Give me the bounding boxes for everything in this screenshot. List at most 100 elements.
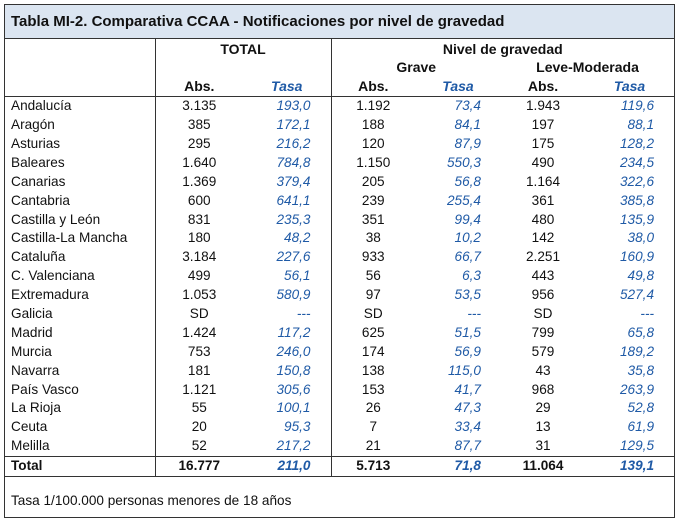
total-tasa-cell: 641,1 [243,191,332,211]
region-name-cell: Canarias [5,172,156,192]
leve-abs-cell: 31 [535,438,551,454]
total-abs-cell: 181 [187,362,211,378]
header-grave: Grave [396,59,437,76]
table-row: Ceuta 20 95,3 7 33,4 13 61,9 [5,417,674,437]
total-abs-cell: 52 [191,438,207,454]
header-total: TOTAL [155,39,332,58]
grave-tasa-cell: 73,4 [454,98,481,114]
grave-abs-cell: SD [363,306,383,322]
table-row: Melilla 52 217,2 21 87,7 31 129,5 [5,436,674,457]
leve-tasa-cell: 160,9 [619,249,655,265]
header-grave-tasa: Tasa [415,76,501,97]
total-tasa-cell: 379,4 [243,172,332,192]
region-name-cell: Andalucía [5,96,156,116]
total-abs-cell: SD [189,306,209,322]
leve-tasa-cell: 234,5 [619,154,655,170]
grave-abs-cell: 351 [361,211,385,227]
total-abs-cell: 295 [187,136,211,151]
region-name-cell: Navarra [5,361,156,381]
grave-tasa-cell: 115,0 [447,362,481,378]
grave-abs-cell: 38 [365,230,381,246]
grave-abs-cell: 21 [365,438,381,454]
grave-tasa-cell: 47,3 [454,400,481,416]
total-tasa-cell: 95,3 [243,417,332,437]
table-row: Madrid 1.424 117,2 625 51,5 799 65,8 [5,323,674,343]
header-row-2: Grave Leve-Moderada [5,58,674,77]
grave-tasa-cell: --- [467,306,481,322]
total-grave-tasa-cell: 71,8 [415,455,501,477]
total-abs-cell: 180 [187,230,211,246]
leve-tasa-cell: 49,8 [627,268,655,284]
header-total-tasa: Tasa [243,76,332,97]
region-name-cell: La Rioja [5,399,156,418]
total-leve-tasa-cell: 139,1 [585,455,675,477]
region-name-cell: Baleares [5,153,156,173]
leve-abs-cell: 799 [531,324,555,340]
table-row: Murcia 753 246,0 174 56,9 579 189,2 [5,342,674,362]
grave-tasa-cell: 6,3 [462,268,481,284]
grave-tasa-cell: 550,3 [446,154,481,170]
table-row: Extremadura 1.053 580,9 97 53,5 956 527,4 [5,285,674,305]
table-row: La Rioja 55 100,1 26 47,3 29 52,8 [5,399,674,418]
grave-abs-cell: 7 [369,419,378,435]
total-tasa-cell: 48,2 [243,229,332,248]
header-leve: Leve-Moderada [536,59,639,76]
total-tasa-cell: 217,2 [243,436,332,457]
total-abs-cell: 1.369 [182,173,217,189]
grave-tasa-cell: 56,8 [454,173,481,189]
leve-abs-cell: 579 [531,343,555,359]
total-tasa-cell: --- [243,304,332,324]
grave-abs-cell: 188 [361,117,385,133]
leve-abs-cell: SD [533,306,553,322]
grave-tasa-cell: 87,7 [454,438,481,454]
grave-abs-cell: 933 [361,249,385,265]
table-row: Asturias 295 216,2 120 87,9 175 128,2 [5,134,674,154]
total-row: Total 16.777 211,0 5.713 71,8 11.064 139,1 [5,455,675,477]
leve-tasa-cell: 38,0 [627,230,655,246]
header-leve-tasa: Tasa [585,76,675,97]
leve-tasa-cell: 129,5 [619,438,655,454]
grave-abs-cell: 153 [361,381,385,397]
total-abs-cell: 499 [187,268,211,284]
total-tasa-cell: 235,3 [243,210,332,230]
grave-tasa-cell: 10,2 [454,230,481,246]
total-tasa-cell: 580,9 [243,285,332,305]
table-row: Aragón 385 172,1 188 84,1 197 88,1 [5,115,674,135]
total-abs-cell: 3.184 [182,249,217,265]
total-total-abs-cell: 16.777 [155,455,243,477]
header-grave-abs: Abs. [331,76,415,97]
leve-tasa-cell: 52,8 [627,400,655,416]
grave-abs-cell: 1.192 [356,98,391,114]
header-empty [5,39,156,58]
leve-tasa-cell: 263,9 [619,381,655,397]
region-name-cell: C. Valenciana [5,266,156,286]
grave-tasa-cell: 53,5 [454,287,481,303]
header-leve-abs: Abs. [501,76,585,97]
leve-abs-cell: 13 [535,419,551,435]
total-tasa-cell: 172,1 [243,115,332,135]
grave-tasa-cell: 99,4 [454,211,481,227]
region-name-cell: Madrid [5,323,156,343]
grave-tasa-cell: 56,9 [454,343,481,359]
total-abs-cell: 1.640 [182,154,217,170]
region-name-cell: Galicia [5,304,156,324]
leve-tasa-cell: 527,4 [619,287,655,303]
header-empty [5,58,156,77]
total-tasa-cell: 100,1 [243,399,332,418]
grave-tasa-cell: 41,7 [454,381,481,397]
table-row: Baleares 1.640 784,8 1.150 550,3 490 234,5 [5,153,674,173]
table-row: Castilla y León 831 235,3 351 99,4 480 135,9 [5,210,674,230]
footnote: Tasa 1/100.000 personas menores de 18 añ… [11,493,292,508]
grave-abs-cell: 205 [361,173,385,189]
table-row: Cantabria 600 641,1 239 255,4 361 385,8 [5,191,674,211]
total-abs-cell: 1.424 [182,324,217,340]
total-abs-cell: 3.135 [182,98,217,114]
grave-abs-cell: 625 [361,324,385,340]
total-tasa-cell: 305,6 [243,380,332,400]
grave-tasa-cell: 87,9 [454,136,481,151]
leve-abs-cell: 490 [531,154,555,170]
grave-abs-cell: 174 [361,343,385,359]
region-name-cell: País Vasco [5,380,156,400]
leve-abs-cell: 480 [531,211,555,227]
total-abs-cell: 1.121 [182,381,217,397]
